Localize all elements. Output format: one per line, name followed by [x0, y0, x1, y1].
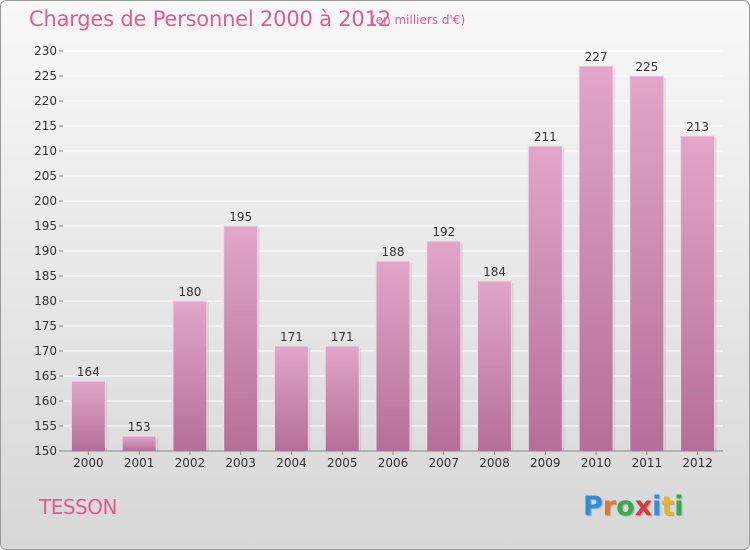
bar — [324, 345, 360, 452]
bar — [121, 435, 157, 452]
data-labels: 164 153 180 195 171 171 188 192 184 211 227 225 213 — [77, 50, 709, 434]
x-tick-label: 2002 — [175, 456, 206, 470]
y-tick-label: 205 — [34, 169, 57, 183]
bar — [578, 65, 614, 452]
y-tick-label: 185 — [34, 269, 57, 283]
y-tick-label: 155 — [34, 419, 57, 433]
data-label: 164 — [77, 365, 100, 379]
logo-letter: t — [661, 491, 675, 522]
logo-letter: i — [674, 491, 684, 522]
y-tick-label: 200 — [34, 194, 57, 208]
y-tick-label: 220 — [34, 94, 57, 108]
data-label: 180 — [178, 285, 201, 299]
x-tick-label: 2009 — [530, 456, 561, 470]
bar — [477, 280, 513, 452]
y-tick-label: 230 — [34, 44, 57, 58]
x-tick-label: 2006 — [378, 456, 409, 470]
proxiti-logo[interactable]: Proxiti — [583, 491, 684, 522]
data-label: 192 — [432, 225, 455, 239]
data-label: 213 — [686, 120, 709, 134]
x-tick-label: 2000 — [73, 456, 104, 470]
data-label: 195 — [229, 210, 252, 224]
x-axis-ticks: 2000 2001 2002 2003 2004 2005 2006 2007 2008 2009… — [73, 451, 713, 470]
bar — [375, 260, 411, 452]
y-tick-label: 195 — [34, 219, 57, 233]
logo-letter: o — [616, 491, 635, 522]
data-label: 188 — [382, 245, 405, 259]
bar — [70, 380, 106, 452]
data-label: 227 — [585, 50, 608, 64]
logo-letter: i — [652, 491, 662, 522]
y-tick-label: 180 — [34, 294, 57, 308]
x-tick-label: 2004 — [276, 456, 307, 470]
data-label: 211 — [534, 130, 557, 144]
data-label: 171 — [280, 330, 303, 344]
bar — [680, 135, 716, 452]
y-tick-label: 190 — [34, 244, 57, 258]
logo-letter: P — [583, 491, 603, 522]
y-tick-label: 210 — [34, 144, 57, 158]
x-tick-label: 2003 — [225, 456, 256, 470]
y-tick-label: 150 — [34, 444, 57, 458]
y-tick-label: 225 — [34, 69, 57, 83]
y-tick-label: 170 — [34, 344, 57, 358]
bar — [172, 300, 208, 452]
x-tick-label: 2011 — [632, 456, 663, 470]
logo-letter: r — [602, 491, 617, 522]
y-tick-label: 160 — [34, 394, 57, 408]
y-axis-ticks: 150 155 160 165 170 175 180 185 190 195 200 205 210 2… — [34, 44, 63, 458]
data-label: 153 — [128, 420, 151, 434]
y-tick-label: 215 — [34, 119, 57, 133]
data-label: 184 — [483, 265, 506, 279]
y-tick-label: 175 — [34, 319, 57, 333]
city-name: TESSON — [39, 495, 117, 519]
bar — [527, 145, 563, 452]
logo-letter: x — [634, 491, 653, 522]
chart-title: Charges de Personnel 2000 à 2012 — [29, 7, 391, 31]
x-tick-label: 2012 — [682, 456, 713, 470]
x-tick-label: 2005 — [327, 456, 358, 470]
bar — [273, 345, 309, 452]
data-label: 171 — [331, 330, 354, 344]
bar — [426, 240, 462, 452]
bar — [629, 75, 665, 452]
x-tick-label: 2001 — [124, 456, 155, 470]
chart-subtitle: (en milliers d'€) — [371, 13, 466, 27]
data-label: 225 — [635, 60, 658, 74]
x-tick-label: 2007 — [428, 456, 459, 470]
bars — [70, 65, 717, 452]
bar — [223, 225, 259, 452]
x-tick-label: 2010 — [581, 456, 612, 470]
y-tick-label: 165 — [34, 369, 57, 383]
x-tick-label: 2008 — [479, 456, 510, 470]
